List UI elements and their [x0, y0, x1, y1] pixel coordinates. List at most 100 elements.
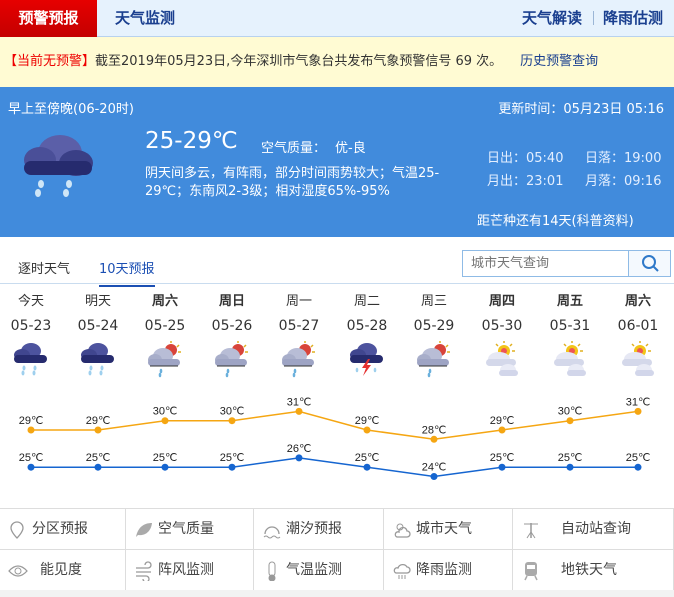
rain-weather-icon: [14, 343, 47, 376]
leaf-icon: [136, 523, 152, 537]
low-temp-label: 25℃: [19, 452, 44, 464]
partly-cloudy-weather-icon: [622, 341, 654, 376]
forecast-desc-2: 29℃；东南风2-3级；相对湿度65%-95%: [145, 184, 390, 199]
tab-weather-monitor[interactable]: 天气监测: [115, 9, 176, 27]
thermometer-icon: [268, 561, 276, 581]
quick-link[interactable]: 潮汐预报: [254, 509, 384, 550]
period: 早上至傍晚(06-20时): [8, 102, 134, 117]
tab-warning-forecast[interactable]: 预警预报: [0, 0, 97, 37]
city-search: [462, 250, 671, 277]
warning-summary: 截至2019年05月23日,今年深圳市气象台共发布气象预警信号 69 次。: [95, 54, 503, 69]
rain-cloud-icon: [24, 135, 93, 197]
shower-weather-icon: [215, 341, 248, 378]
forecast-tabs: 逐时天气 10天预报: [0, 240, 674, 287]
high-temp-label: 29℃: [86, 415, 111, 427]
tab-hourly[interactable]: 逐时天气: [18, 262, 71, 277]
day-column: 周三 05-29: [404, 290, 464, 382]
date: 05-31: [549, 318, 591, 334]
quick-link-label: 分区预报: [32, 521, 88, 537]
day-column: 周二 05-28: [337, 290, 397, 382]
low-temp-point: [161, 463, 169, 471]
low-temp-point: [27, 463, 35, 471]
search-button[interactable]: [628, 251, 670, 276]
day-column: 今天 05-23: [1, 290, 61, 382]
update-time: 更新时间：05月23日 05:16: [498, 102, 664, 117]
weekday: 今天: [17, 294, 44, 309]
shower-weather-icon: [282, 341, 315, 378]
link-weather-interpret[interactable]: 天气解读: [522, 9, 583, 27]
quick-link[interactable]: 阵风监测: [126, 550, 254, 591]
date: 05-27: [278, 318, 320, 334]
high-temp-point: [363, 426, 371, 434]
date: 05-26: [211, 318, 253, 334]
weekday: 周二: [353, 294, 380, 309]
day-column: 周一 05-27: [269, 290, 329, 382]
partly-cloudy-weather-icon: [554, 341, 586, 376]
quick-link[interactable]: 自动站查询: [513, 509, 674, 550]
wind-icon: [136, 561, 152, 581]
day-column: 周六 06-01: [608, 290, 668, 382]
date: 05-24: [77, 318, 119, 334]
shower-weather-icon: [148, 341, 181, 378]
quick-link-label: 气温监测: [286, 562, 342, 578]
weekday: 周五: [556, 294, 583, 309]
low-temp-label: 25℃: [153, 452, 178, 464]
today-panel: 早上至傍晚(06-20时) 更新时间：05月23日 05:16 25-29℃ 空…: [0, 87, 674, 237]
moonset: 月落：09:16: [585, 174, 662, 189]
quick-link[interactable]: 降雨监测: [384, 550, 513, 591]
moonrise: 月出：23:01: [487, 174, 564, 189]
tab-10day[interactable]: 10天预报: [99, 258, 155, 287]
quick-link-label: 阵风监测: [158, 562, 214, 578]
high-temp-point: [27, 426, 35, 434]
warning-status: 【当前无预警】: [4, 54, 96, 69]
link-rain-estimate[interactable]: 降雨估测: [603, 9, 664, 27]
divider: [593, 11, 594, 25]
quick-link[interactable]: 气温监测: [254, 550, 384, 591]
sunset: 日落：19:00: [585, 151, 662, 166]
quick-link[interactable]: 地铁天气: [513, 550, 674, 591]
high-temp-label: 30℃: [558, 406, 583, 418]
date: 06-01: [617, 318, 659, 334]
low-temp-line: [31, 457, 638, 478]
date: 05-29: [413, 318, 455, 334]
weekday: 周日: [218, 294, 245, 309]
map-pin-icon: [10, 521, 24, 539]
quick-links: 分区预报 空气质量 潮汐预报 城市天气 自动站查询能见度 阵风监测 气温监测 降雨监测 地铁天气: [0, 508, 674, 591]
city-search-input[interactable]: [463, 251, 629, 276]
tide-icon: [263, 526, 281, 539]
quick-link-label: 降雨监测: [416, 562, 472, 578]
quick-link[interactable]: 空气质量: [126, 509, 254, 550]
eye-icon: [8, 565, 28, 577]
date: 05-30: [481, 318, 523, 334]
low-temp-label: 25℃: [86, 452, 111, 464]
high-temp-label: 30℃: [220, 406, 245, 418]
high-temp-point: [161, 417, 169, 425]
low-temp-point: [430, 473, 438, 480]
solar-term-link[interactable]: 距芒种还有14天(科普资料): [477, 214, 634, 229]
low-temp-point: [228, 463, 236, 471]
high-temp-point: [634, 407, 642, 415]
low-temp-label: 25℃: [220, 452, 245, 464]
top-nav: 预警预报 天气监测 天气解读 降雨估测: [0, 0, 674, 37]
day-column: 周四 05-30: [472, 290, 532, 382]
partly-cloudy-weather-icon: [486, 341, 518, 376]
low-temp-point: [94, 463, 102, 471]
high-temp-label: 29℃: [19, 415, 44, 427]
air-quality-value: 优-良: [335, 141, 366, 156]
date: 05-28: [346, 318, 388, 334]
low-temp-point: [566, 463, 574, 471]
rain-weather-icon: [81, 343, 114, 376]
low-temp-point: [634, 463, 642, 471]
temperature-chart: 29℃ 29℃ 30℃ 30℃ 31℃ 29℃ 28℃ 29℃ 30℃ 31℃ 25℃ 25℃ 25℃ 2…: [19, 396, 650, 480]
history-warning-link[interactable]: 历史预警查询: [520, 54, 599, 69]
quick-link[interactable]: 能见度: [0, 550, 126, 591]
high-temp-point: [430, 435, 438, 443]
high-temp-label: 28℃: [422, 424, 447, 436]
quick-link[interactable]: 城市天气: [384, 509, 513, 550]
quick-link-label: 能见度: [40, 562, 82, 578]
quick-link[interactable]: 分区预报: [0, 509, 126, 550]
metro-icon: [524, 562, 538, 581]
forecast-desc-1: 阴天间多云，有阵雨，部分时间雨势较大；气温25-: [145, 166, 440, 181]
sun-cloud-icon: [394, 523, 411, 538]
day-column: 周六 05-25: [135, 290, 195, 382]
